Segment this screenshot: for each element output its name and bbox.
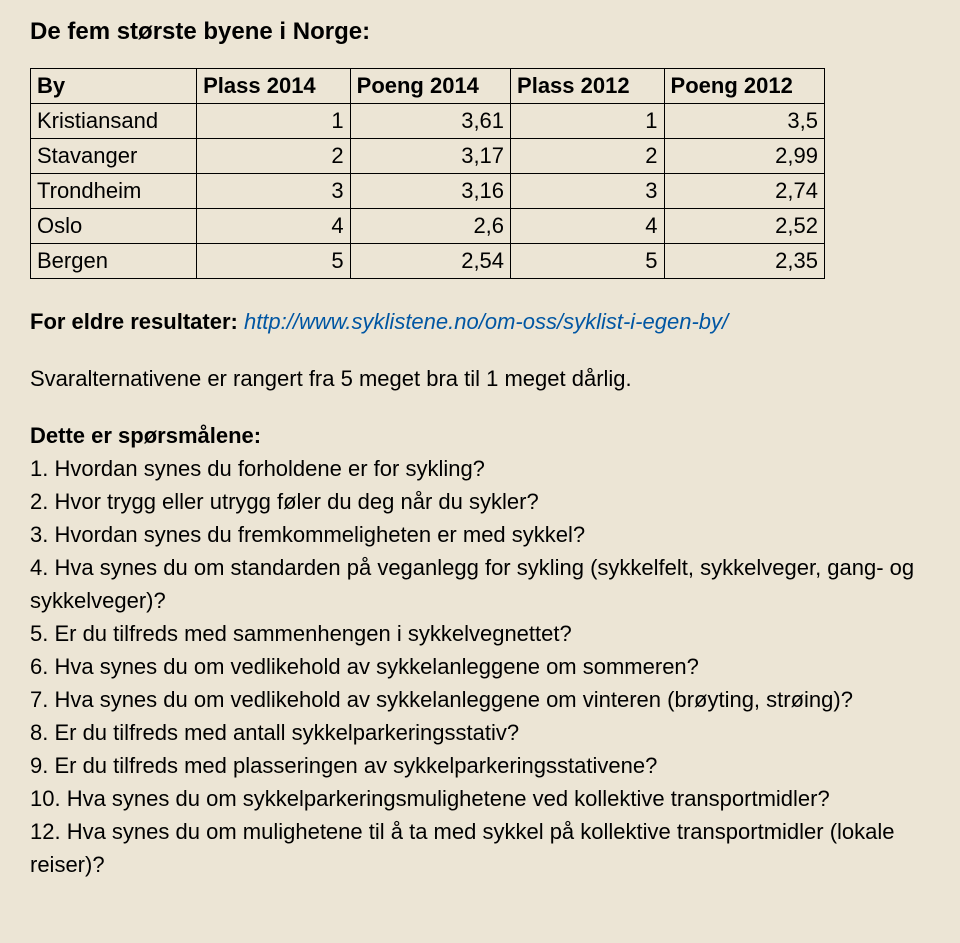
cell-value: 5 (197, 244, 351, 279)
cell-value: 2 (197, 139, 351, 174)
table-row: Kristiansand 1 3,61 1 3,5 (31, 104, 825, 139)
page-title: De fem største byene i Norge: (30, 18, 930, 46)
cell-value: 3 (511, 174, 665, 209)
cell-value: 2,54 (350, 244, 510, 279)
cell-value: 5 (511, 244, 665, 279)
cell-city: Oslo (31, 209, 197, 244)
question-item: 1. Hvordan synes du forholdene er for sy… (30, 452, 930, 485)
cell-value: 3,61 (350, 104, 510, 139)
table-row: Oslo 4 2,6 4 2,52 (31, 209, 825, 244)
cell-value: 3,16 (350, 174, 510, 209)
cell-city: Bergen (31, 244, 197, 279)
cell-value: 3,5 (664, 104, 824, 139)
cell-city: Trondheim (31, 174, 197, 209)
col-by: By (31, 69, 197, 104)
rating-scale-text: Svaralternativene er rangert fra 5 meget… (30, 362, 930, 395)
table-header-row: By Plass 2014 Poeng 2014 Plass 2012 Poen… (31, 69, 825, 104)
cell-value: 1 (511, 104, 665, 139)
cell-value: 3,17 (350, 139, 510, 174)
col-plass-2012: Plass 2012 (511, 69, 665, 104)
cell-value: 2,74 (664, 174, 824, 209)
cell-value: 1 (197, 104, 351, 139)
question-item: 6. Hva synes du om vedlikehold av sykkel… (30, 650, 930, 683)
question-item: 2. Hvor trygg eller utrygg føler du deg … (30, 485, 930, 518)
question-item: 5. Er du tilfreds med sammenhengen i syk… (30, 617, 930, 650)
older-results-link[interactable]: http://www.syklistene.no/om-oss/syklist-… (244, 309, 728, 334)
city-ranking-table: By Plass 2014 Poeng 2014 Plass 2012 Poen… (30, 68, 825, 279)
question-item: 8. Er du tilfreds med antall sykkelparke… (30, 716, 930, 749)
cell-city: Kristiansand (31, 104, 197, 139)
question-item: 4. Hva synes du om standarden på veganle… (30, 551, 930, 617)
questions-heading: Dette er spørsmålene: (30, 419, 930, 452)
question-item: 3. Hvordan synes du fremkommeligheten er… (30, 518, 930, 551)
cell-value: 3 (197, 174, 351, 209)
cell-value: 4 (197, 209, 351, 244)
question-item: 12. Hva synes du om mulighetene til å ta… (30, 815, 930, 881)
col-plass-2014: Plass 2014 (197, 69, 351, 104)
table-row: Bergen 5 2,54 5 2,35 (31, 244, 825, 279)
table-row: Trondheim 3 3,16 3 2,74 (31, 174, 825, 209)
cell-value: 2,35 (664, 244, 824, 279)
cell-value: 2,6 (350, 209, 510, 244)
older-results-line: For eldre resultater: http://www.syklist… (30, 305, 930, 338)
cell-value: 2,52 (664, 209, 824, 244)
questions-list: 1. Hvordan synes du forholdene er for sy… (30, 452, 930, 881)
cell-city: Stavanger (31, 139, 197, 174)
table-row: Stavanger 2 3,17 2 2,99 (31, 139, 825, 174)
document-page: De fem største byene i Norge: By Plass 2… (0, 0, 960, 943)
cell-value: 2 (511, 139, 665, 174)
question-item: 7. Hva synes du om vedlikehold av sykkel… (30, 683, 930, 716)
cell-value: 2,99 (664, 139, 824, 174)
question-item: 9. Er du tilfreds med plasseringen av sy… (30, 749, 930, 782)
question-item: 10. Hva synes du om sykkelparkeringsmuli… (30, 782, 930, 815)
col-poeng-2014: Poeng 2014 (350, 69, 510, 104)
col-poeng-2012: Poeng 2012 (664, 69, 824, 104)
cell-value: 4 (511, 209, 665, 244)
older-results-label: For eldre resultater: (30, 309, 244, 334)
